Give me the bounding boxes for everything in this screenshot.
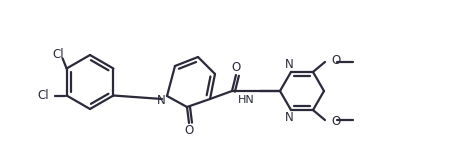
Text: Cl: Cl — [53, 48, 64, 61]
Text: N: N — [285, 59, 293, 71]
Text: HN: HN — [238, 95, 254, 105]
Text: N: N — [285, 111, 293, 124]
Text: O: O — [331, 115, 340, 128]
Text: O: O — [331, 55, 340, 67]
Text: O: O — [231, 61, 241, 73]
Text: Cl: Cl — [37, 89, 49, 102]
Text: N: N — [157, 93, 165, 107]
Text: O: O — [184, 124, 194, 138]
